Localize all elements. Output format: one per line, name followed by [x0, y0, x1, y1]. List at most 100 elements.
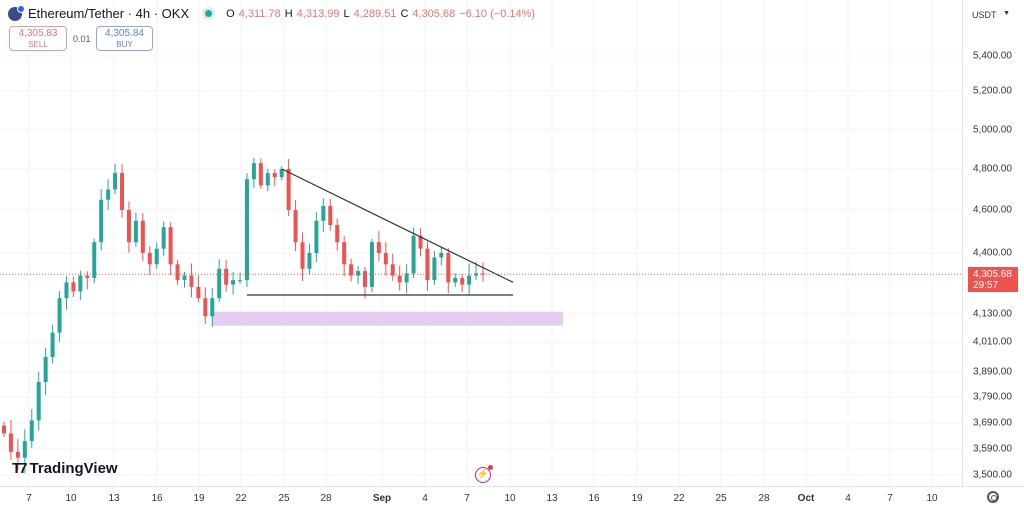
- time-tick-label: 19: [631, 493, 643, 504]
- time-tick-label: 25: [278, 493, 290, 504]
- current-price: 4,305.68: [973, 269, 1012, 280]
- time-axis[interactable]: 7 10 13 16 19 22 25 28 Sep 4 7 10 13 16 19 22 25 28 Oct 4 7 1…: [0, 486, 1024, 509]
- candle-body: [404, 273, 409, 283]
- symbol-title[interactable]: Ethereum/Tether · 4h · OKX: [28, 6, 190, 21]
- candle-body: [376, 242, 381, 253]
- buy-price: 4,305.84: [105, 28, 144, 39]
- settings-icon[interactable]: [987, 491, 999, 503]
- candle-body: [425, 248, 430, 281]
- time-tick-label: 7: [464, 493, 470, 504]
- time-tick-label: Oct: [797, 493, 815, 504]
- candle-body: [71, 282, 76, 292]
- candle-body: [397, 275, 402, 283]
- currency-dropdown[interactable]: USDT ▼: [968, 7, 1014, 23]
- high-value: 4,313.99: [296, 7, 340, 20]
- time-tick-label: 16: [151, 493, 163, 504]
- time-tick-label: 10: [504, 493, 516, 504]
- candle-body: [92, 242, 97, 278]
- sell-button[interactable]: 4,305.83 SELL: [9, 26, 67, 51]
- candle-body: [8, 433, 13, 452]
- buy-label: BUY: [116, 40, 133, 49]
- ohlc-legend: O 4,311.78 H 4,313.99 L 4,289.51 C 4,305.68 …: [226, 8, 535, 20]
- sell-price: 4,305.83: [18, 28, 58, 39]
- price-tick-label: 3,500.00: [973, 469, 1012, 481]
- price-chart[interactable]: [0, 0, 962, 486]
- candle-body: [321, 205, 326, 221]
- candle-body: [467, 275, 472, 285]
- candle-body: [175, 264, 180, 281]
- time-tick-label: 22: [673, 493, 685, 504]
- candle-body: [432, 257, 437, 281]
- candle-body: [265, 173, 270, 186]
- lightning-icon[interactable]: ⚡: [475, 465, 493, 483]
- price-tick-label: 5,200.00: [973, 85, 1012, 97]
- candle-body: [50, 332, 55, 357]
- price-tick-label: 4,600.00: [973, 204, 1012, 216]
- time-tick-label: 10: [926, 493, 938, 504]
- candle-body: [335, 225, 340, 243]
- candle-body: [231, 280, 236, 285]
- time-tick-label: 28: [320, 493, 332, 504]
- time-tick-label: 28: [758, 493, 770, 504]
- candle-body: [411, 235, 416, 274]
- chevron-down-icon: ▼: [1003, 10, 1010, 17]
- price-tick-label: 5,400.00: [973, 50, 1012, 62]
- price-tick-label: 3,790.00: [973, 391, 1012, 403]
- time-tick-label: 13: [546, 493, 558, 504]
- candle-body: [203, 298, 208, 317]
- candle-body: [390, 264, 395, 276]
- price-tick-label: 4,010.00: [973, 336, 1012, 348]
- candle-body: [36, 382, 41, 421]
- time-tick-label: 7: [26, 493, 32, 504]
- spread: 0.01: [73, 34, 91, 44]
- low-label: L: [343, 7, 350, 20]
- candle-body: [133, 220, 138, 243]
- time-tick-label: 4: [845, 493, 851, 504]
- time-tick-label: 10: [65, 493, 77, 504]
- candle-body: [126, 210, 131, 243]
- price-tick-label: 3,690.00: [973, 417, 1012, 429]
- candle-body: [453, 277, 458, 283]
- close-value: 4,305.68: [412, 7, 456, 20]
- price-axis[interactable]: 5,400.00 5,200.00 5,000.00 4,800.00 4,600.00…: [962, 0, 1024, 487]
- candle-body: [168, 227, 173, 265]
- candle-body: [106, 189, 111, 200]
- candle-body: [22, 441, 27, 458]
- candle-body: [85, 275, 90, 278]
- tradingview-logo[interactable]: T7 TradingView: [12, 460, 118, 477]
- candle-body: [307, 253, 312, 269]
- tradingview-logo-icon: T7: [12, 460, 27, 477]
- buy-button[interactable]: 4,305.84 BUY: [96, 26, 153, 51]
- time-tick-label: 16: [588, 493, 600, 504]
- candle-body: [328, 205, 333, 226]
- candle-body: [349, 264, 354, 276]
- candle-body: [182, 275, 187, 281]
- candle-body: [224, 268, 229, 285]
- candle-body: [147, 253, 152, 265]
- descending-trendline: [281, 168, 514, 283]
- price-tick-label: 5,000.00: [973, 124, 1012, 136]
- candle-body: [15, 451, 20, 458]
- candle-body: [460, 277, 465, 285]
- candle-body: [244, 179, 249, 281]
- candle-body: [113, 173, 118, 190]
- candle-body: [189, 275, 194, 287]
- candle-body: [446, 253, 451, 283]
- time-tick-label: 4: [422, 493, 428, 504]
- current-price-label: 4,305.68 29:57: [968, 267, 1018, 292]
- candle-body: [140, 220, 145, 253]
- price-tick-label: 4,130.00: [973, 308, 1012, 320]
- time-tick-label: 25: [715, 493, 727, 504]
- candle-body: [251, 163, 256, 180]
- demand-zone: [212, 311, 563, 326]
- open-value: 4,311.78: [238, 7, 281, 20]
- candle-body: [383, 253, 388, 265]
- candle-body: [120, 173, 125, 210]
- candle-body: [161, 227, 166, 249]
- price-tick-label: 3,590.00: [973, 443, 1012, 455]
- price-tick-label: 4,400.00: [973, 247, 1012, 259]
- candle-body: [342, 242, 347, 265]
- candle-body: [29, 420, 34, 442]
- candle-body: [356, 271, 361, 276]
- time-tick-label: 19: [193, 493, 205, 504]
